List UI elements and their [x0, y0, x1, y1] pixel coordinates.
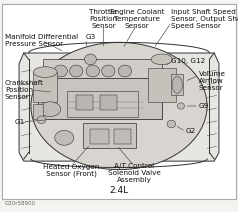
Ellipse shape [69, 65, 83, 77]
Text: Input Shaft Speed
Sensor, Output Shaft
Speed Sensor: Input Shaft Speed Sensor, Output Shaft S… [171, 9, 238, 29]
Text: 2.4L: 2.4L [109, 186, 129, 195]
Bar [114, 129, 131, 144]
Text: G3: G3 [86, 34, 96, 40]
Bar [90, 129, 109, 144]
Text: Manifold Differential
Pressure Sensor: Manifold Differential Pressure Sensor [5, 34, 78, 47]
Text: Volume
Airflow
Sensor: Volume Airflow Sensor [199, 71, 226, 91]
Bar [43, 59, 162, 78]
Ellipse shape [37, 116, 46, 124]
Text: G9: G9 [199, 103, 209, 109]
Ellipse shape [84, 54, 96, 65]
Text: A/T Control
Solenoid Valve
Assembly: A/T Control Solenoid Valve Assembly [108, 163, 161, 183]
Ellipse shape [33, 67, 57, 77]
Bar [38, 78, 162, 119]
Ellipse shape [151, 54, 173, 65]
Bar [33, 72, 57, 102]
Text: Crankshaft
Position
Sensor: Crankshaft Position Sensor [5, 80, 44, 100]
Ellipse shape [39, 102, 61, 117]
Bar [33, 104, 43, 119]
Ellipse shape [55, 130, 74, 145]
Bar [148, 68, 176, 102]
Text: G10, G12: G10, G12 [171, 59, 206, 64]
Text: G30r58900: G30r58900 [5, 201, 36, 206]
Text: G2: G2 [186, 128, 196, 134]
Ellipse shape [86, 65, 99, 77]
Bar [100, 95, 117, 110]
Ellipse shape [102, 65, 115, 77]
Polygon shape [19, 53, 219, 161]
Ellipse shape [54, 65, 67, 77]
Bar [83, 123, 136, 148]
Text: G1: G1 [14, 119, 25, 125]
Text: Heated Oxygen
Sensor (Front): Heated Oxygen Sensor (Front) [43, 164, 99, 177]
Ellipse shape [118, 65, 132, 77]
Text: Throttle
Position
Sensor: Throttle Position Sensor [89, 9, 118, 29]
Ellipse shape [177, 103, 184, 109]
Ellipse shape [172, 76, 183, 93]
Ellipse shape [167, 120, 176, 128]
Bar [171, 74, 183, 95]
Text: Engine Coolant
Temperature
Sensor: Engine Coolant Temperature Sensor [110, 9, 164, 29]
Bar [67, 91, 138, 117]
Ellipse shape [31, 42, 207, 170]
Bar [76, 95, 93, 110]
